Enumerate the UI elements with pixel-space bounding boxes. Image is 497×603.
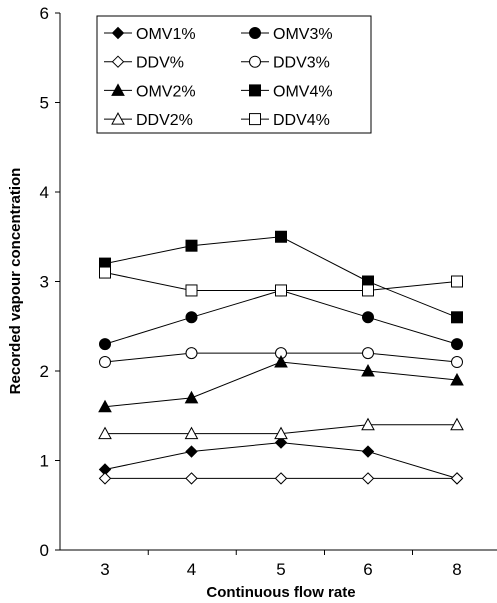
- y-tick-label: 2: [40, 362, 49, 381]
- data-point: [185, 347, 198, 360]
- legend-marker: [111, 83, 125, 96]
- data-point: [362, 311, 374, 324]
- data-point: [98, 399, 112, 413]
- legend-label: OMV4%: [273, 83, 333, 100]
- legend-label: OMV3%: [273, 26, 333, 43]
- legend-label: DDV4%: [273, 112, 330, 129]
- data-point: [274, 355, 288, 368]
- legend-box: [96, 15, 372, 134]
- data-point: [274, 472, 288, 485]
- y-ticks: 0 1 2 3 4 5 6: [40, 4, 60, 560]
- x-tick-label: 3: [100, 560, 109, 579]
- legend-marker: [111, 26, 125, 40]
- data-point: [451, 311, 463, 324]
- legend-marker: [249, 27, 261, 39]
- legend-marker: [111, 112, 125, 125]
- data-point: [451, 356, 463, 369]
- data-point: [450, 372, 464, 386]
- data-point: [99, 338, 111, 351]
- data-point: [184, 426, 199, 440]
- legend-label: OMV1%: [136, 26, 196, 43]
- data-point: [361, 417, 375, 431]
- y-tick-label: 6: [40, 4, 49, 23]
- x-tick-label: 6: [363, 560, 372, 579]
- y-axis-title: Recorded vapour concentration: [7, 168, 24, 395]
- data-point: [185, 472, 198, 485]
- data-point: [185, 239, 198, 252]
- data-point: [185, 284, 198, 297]
- data-point: [362, 284, 374, 297]
- data-point: [362, 347, 374, 360]
- legend-marker: [111, 55, 125, 68]
- legend-label: DDV2%: [136, 112, 193, 129]
- y-tick-label: 4: [40, 183, 49, 202]
- data-point: [274, 436, 288, 449]
- data-point: [184, 390, 199, 404]
- data-point: [274, 426, 288, 440]
- data-point: [361, 472, 375, 485]
- data-point: [361, 363, 375, 377]
- series-line: [104, 289, 458, 345]
- legend: OMV1% OMV3% DDV% DDV3% OMV2% OMV4% DDV2% DDV4%: [96, 15, 372, 134]
- series-markers: [98, 230, 464, 485]
- y-tick-label: 5: [40, 94, 49, 113]
- series-line: [104, 361, 458, 408]
- legend-marker: [249, 113, 261, 126]
- x-axis-title: Continuous flow rate: [206, 584, 355, 601]
- data-point: [361, 445, 375, 458]
- data-point: [99, 266, 111, 279]
- x-tick-label: 4: [187, 560, 196, 579]
- y-tick-label: 3: [40, 273, 49, 292]
- data-point: [275, 284, 287, 297]
- x-ticks: 3 4 5 6 8: [100, 550, 462, 579]
- data-point: [98, 426, 112, 440]
- data-point: [185, 311, 198, 324]
- y-tick-label: 0: [40, 541, 49, 560]
- x-tick-label: 5: [276, 560, 285, 579]
- data-point: [98, 472, 112, 485]
- data-point: [185, 445, 198, 458]
- legend-label: OMV2%: [136, 83, 196, 100]
- data-point: [450, 472, 464, 485]
- data-point: [451, 275, 463, 288]
- legend-label: DDV3%: [273, 55, 330, 72]
- data-point: [99, 356, 111, 369]
- x-tick-label: 8: [452, 560, 461, 579]
- legend-label: DDV%: [136, 55, 184, 72]
- legend-marker: [249, 55, 261, 68]
- data-point: [275, 230, 287, 243]
- data-point: [451, 338, 463, 351]
- y-tick-label: 1: [40, 452, 49, 471]
- legend-marker: [249, 84, 261, 97]
- series-line: [104, 236, 458, 318]
- data-point: [450, 417, 464, 431]
